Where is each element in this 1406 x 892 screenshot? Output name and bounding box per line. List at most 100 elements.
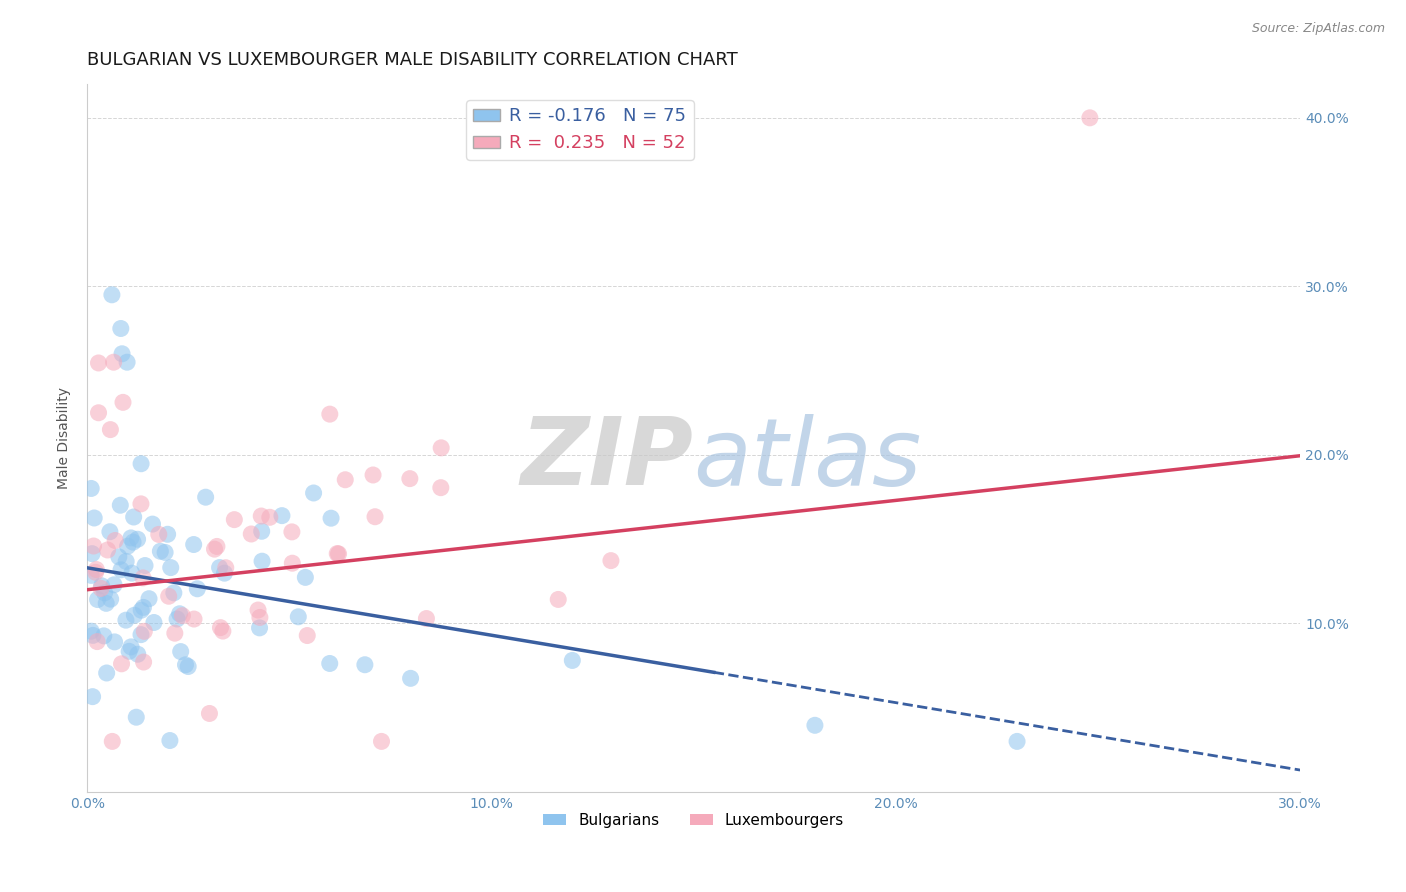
Point — [259, 510, 281, 524]
Point — [159, 733, 181, 747]
Point — [103, 355, 125, 369]
Point — [600, 554, 623, 568]
Point — [159, 560, 181, 574]
Point — [101, 287, 124, 301]
Point — [212, 624, 235, 638]
Point — [129, 457, 152, 471]
Point — [250, 509, 273, 524]
Point — [149, 544, 172, 558]
Point — [122, 535, 145, 549]
Point — [115, 355, 138, 369]
Point — [104, 533, 127, 548]
Point — [110, 498, 132, 512]
Point — [166, 612, 188, 626]
Point — [194, 490, 217, 504]
Point — [96, 543, 118, 558]
Point — [138, 591, 160, 606]
Point — [82, 690, 104, 704]
Point — [110, 563, 132, 577]
Point — [247, 603, 270, 617]
Point — [399, 671, 422, 685]
Point — [120, 531, 142, 545]
Point — [117, 539, 139, 553]
Point — [319, 511, 342, 525]
Text: ZIP: ZIP — [520, 413, 693, 505]
Point — [98, 524, 121, 539]
Point — [83, 511, 105, 525]
Text: BULGARIAN VS LUXEMBOURGER MALE DISABILITY CORRELATION CHART: BULGARIAN VS LUXEMBOURGER MALE DISABILIT… — [87, 51, 738, 69]
Point — [1005, 734, 1028, 748]
Point — [132, 600, 155, 615]
Point — [174, 657, 197, 672]
Point — [111, 395, 134, 409]
Point — [169, 607, 191, 621]
Point — [281, 524, 304, 539]
Point — [335, 473, 357, 487]
Point — [328, 547, 350, 561]
Point — [80, 482, 103, 496]
Point — [249, 621, 271, 635]
Point — [111, 347, 134, 361]
Point — [214, 566, 236, 581]
Point — [82, 547, 104, 561]
Point — [142, 615, 165, 630]
Legend: Bulgarians, Luxembourgers: Bulgarians, Luxembourgers — [537, 806, 851, 834]
Point — [430, 441, 453, 455]
Point — [129, 627, 152, 641]
Point — [132, 571, 155, 585]
Point — [103, 635, 125, 649]
Point — [129, 497, 152, 511]
Point — [215, 560, 238, 574]
Point — [250, 524, 273, 539]
Point — [127, 533, 149, 547]
Point — [224, 513, 246, 527]
Point — [148, 527, 170, 541]
Point — [319, 657, 342, 671]
Point — [415, 611, 437, 625]
Point — [87, 406, 110, 420]
Point — [163, 586, 186, 600]
Point — [1078, 111, 1101, 125]
Point — [157, 589, 180, 603]
Point — [121, 566, 143, 581]
Point — [132, 655, 155, 669]
Point — [80, 624, 103, 639]
Point — [120, 640, 142, 654]
Point — [240, 527, 263, 541]
Point — [86, 634, 108, 648]
Point — [183, 537, 205, 551]
Point — [163, 626, 186, 640]
Point — [205, 540, 228, 554]
Point — [249, 610, 271, 624]
Point — [93, 629, 115, 643]
Point — [172, 608, 194, 623]
Point — [209, 621, 232, 635]
Point — [100, 423, 122, 437]
Point — [101, 734, 124, 748]
Point — [103, 578, 125, 592]
Point — [281, 556, 304, 570]
Point — [129, 603, 152, 617]
Point — [84, 566, 107, 580]
Point — [302, 486, 325, 500]
Point — [86, 592, 108, 607]
Point — [86, 562, 108, 576]
Point — [90, 582, 112, 596]
Point — [82, 628, 104, 642]
Point — [547, 592, 569, 607]
Point — [108, 549, 131, 564]
Point — [271, 508, 294, 523]
Point — [361, 467, 384, 482]
Point — [250, 554, 273, 568]
Point — [364, 509, 387, 524]
Point — [100, 592, 122, 607]
Point — [297, 628, 319, 642]
Point — [80, 568, 103, 582]
Point — [198, 706, 221, 721]
Point — [294, 570, 316, 584]
Text: Source: ZipAtlas.com: Source: ZipAtlas.com — [1251, 22, 1385, 36]
Point — [399, 472, 422, 486]
Point — [115, 613, 138, 627]
Y-axis label: Male Disability: Male Disability — [58, 387, 72, 489]
Point — [83, 539, 105, 553]
